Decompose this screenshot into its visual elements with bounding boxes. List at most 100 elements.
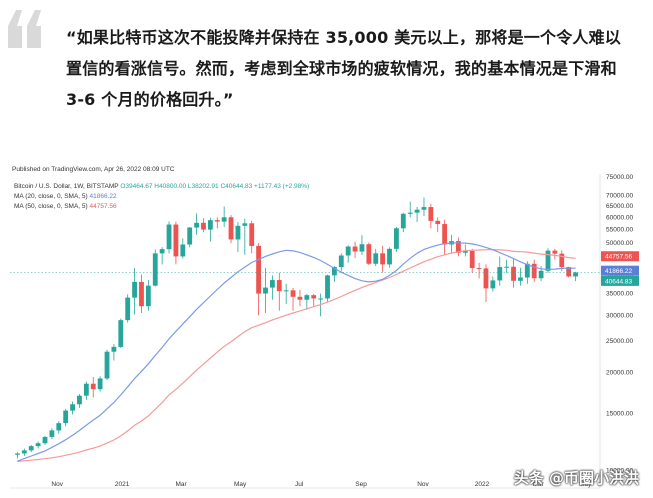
legend-ma20-label: MA (20, close, 0, SMA, 5) <box>14 193 88 200</box>
candle-body <box>269 280 275 288</box>
candle-body <box>104 351 110 379</box>
candle-body <box>118 320 124 347</box>
candle-body <box>504 266 510 268</box>
candle-body <box>545 250 551 271</box>
candle-body <box>249 223 255 246</box>
candle-body <box>263 287 268 294</box>
candle-body <box>338 255 344 268</box>
ma20-line <box>17 242 576 462</box>
y-tick-label: 35000.00 <box>606 291 633 298</box>
x-tick-label: May <box>234 481 247 488</box>
candle-body <box>311 295 317 299</box>
candle-body <box>166 224 172 250</box>
candle-body <box>83 383 89 396</box>
candle-body <box>207 220 213 230</box>
candle-body <box>111 346 117 352</box>
candle-body <box>145 285 151 307</box>
candle-body <box>221 217 227 222</box>
candle-body <box>373 253 379 264</box>
candle-body <box>573 272 578 277</box>
candle-body <box>325 275 330 299</box>
candle-body <box>42 436 48 444</box>
candlestick-chart: 10000.00 15000.00 20000.00 25000.00 30000.00… <box>10 174 639 489</box>
candle-body <box>77 395 82 405</box>
price-tag-box <box>601 275 639 286</box>
candle-body <box>194 222 200 228</box>
candle-body <box>70 404 75 411</box>
candle-body <box>352 246 358 252</box>
legend-ma50-row: MA (50, close, 0, SMA, 5) 44757.56 <box>14 202 309 212</box>
quote-text: “如果比特币这次不能投降并保持在 35,000 美元以上，那将是一个令人难以置信… <box>66 28 621 109</box>
candle-body <box>125 297 131 321</box>
candle-body <box>90 383 96 390</box>
published-note: Published on TradingView.com, Apr 26, 20… <box>12 166 175 173</box>
candle-body <box>393 228 399 249</box>
candle-body <box>242 223 248 226</box>
candle-body <box>187 227 193 245</box>
candle-body <box>566 267 572 277</box>
candle-body <box>538 270 544 279</box>
candle-body <box>552 250 558 254</box>
y-tick-label: 10000.00 <box>606 468 633 475</box>
candle-body <box>359 244 365 252</box>
chart-legend: Bitcoin / U.S. Dollar, 1W, BITSTAMP O394… <box>14 182 309 212</box>
candle-body <box>15 453 20 455</box>
candle-body <box>318 298 324 300</box>
candle-body <box>497 267 503 281</box>
candle-body <box>518 277 523 281</box>
candle-body <box>483 268 489 289</box>
candle-body <box>531 263 537 279</box>
candle-body <box>132 281 137 298</box>
x-tick-label: Mar <box>175 481 187 488</box>
candle-body <box>511 266 516 281</box>
candle-body <box>524 263 530 278</box>
candle-body <box>428 207 434 221</box>
y-tick-label: 60000.00 <box>606 214 633 221</box>
candle-body <box>63 410 69 424</box>
price-tag-box <box>601 251 639 262</box>
legend-ma20-row: MA (20, close, 0, SMA, 5) 41866.22 <box>14 192 309 202</box>
ma50-line <box>17 248 576 463</box>
candle-body <box>407 212 413 214</box>
legend-ma20-value: 41866.22 <box>89 193 117 200</box>
candle-body <box>152 253 158 286</box>
price-tag-label: 41866.22 <box>605 268 632 275</box>
candle-body <box>456 241 461 253</box>
y-tick-label: 55000.00 <box>606 227 633 234</box>
legend-symbol: Bitcoin / U.S. Dollar, 1W, BITSTAMP <box>14 183 119 190</box>
x-tick-label: 2021 <box>115 481 130 488</box>
candle-body <box>28 446 34 451</box>
candle-body <box>462 250 468 253</box>
candle-body <box>276 280 282 292</box>
candle-body <box>201 222 206 230</box>
x-tick-label: Mar <box>532 481 544 488</box>
legend-ma50-label: MA (50, close, 0, SMA, 5) <box>14 203 88 210</box>
x-tick-label: Jul <box>295 481 304 488</box>
candle-body <box>173 224 179 257</box>
candle-body <box>345 246 351 256</box>
y-tick-label: 25000.00 <box>606 338 633 345</box>
candle-body <box>380 253 386 265</box>
candle-body <box>256 245 262 294</box>
candle-body <box>387 248 392 265</box>
candle-body <box>139 281 144 307</box>
y-tick-label: 50000.00 <box>606 240 633 247</box>
candle-body <box>35 443 41 447</box>
candle-body <box>435 220 441 225</box>
y-tick-label: 20000.00 <box>606 370 633 377</box>
candle-body <box>159 249 165 254</box>
candle-body <box>414 209 420 213</box>
candle-body <box>56 423 62 431</box>
chart-area: Published on TradingView.com, Apr 26, 20… <box>0 160 653 498</box>
x-tick-label: Sep <box>355 481 367 488</box>
x-tick-label: Nov <box>417 481 429 488</box>
candle-body <box>442 224 448 245</box>
y-tick-label: 15000.00 <box>606 410 633 417</box>
y-tick-label: 65000.00 <box>606 203 633 210</box>
candle-body <box>235 225 241 240</box>
candle-body <box>469 250 475 269</box>
price-tag-label: 40644.83 <box>605 278 632 285</box>
x-tick-label: Nov <box>51 481 63 488</box>
candle-body <box>366 244 372 264</box>
candle-body <box>559 253 565 268</box>
